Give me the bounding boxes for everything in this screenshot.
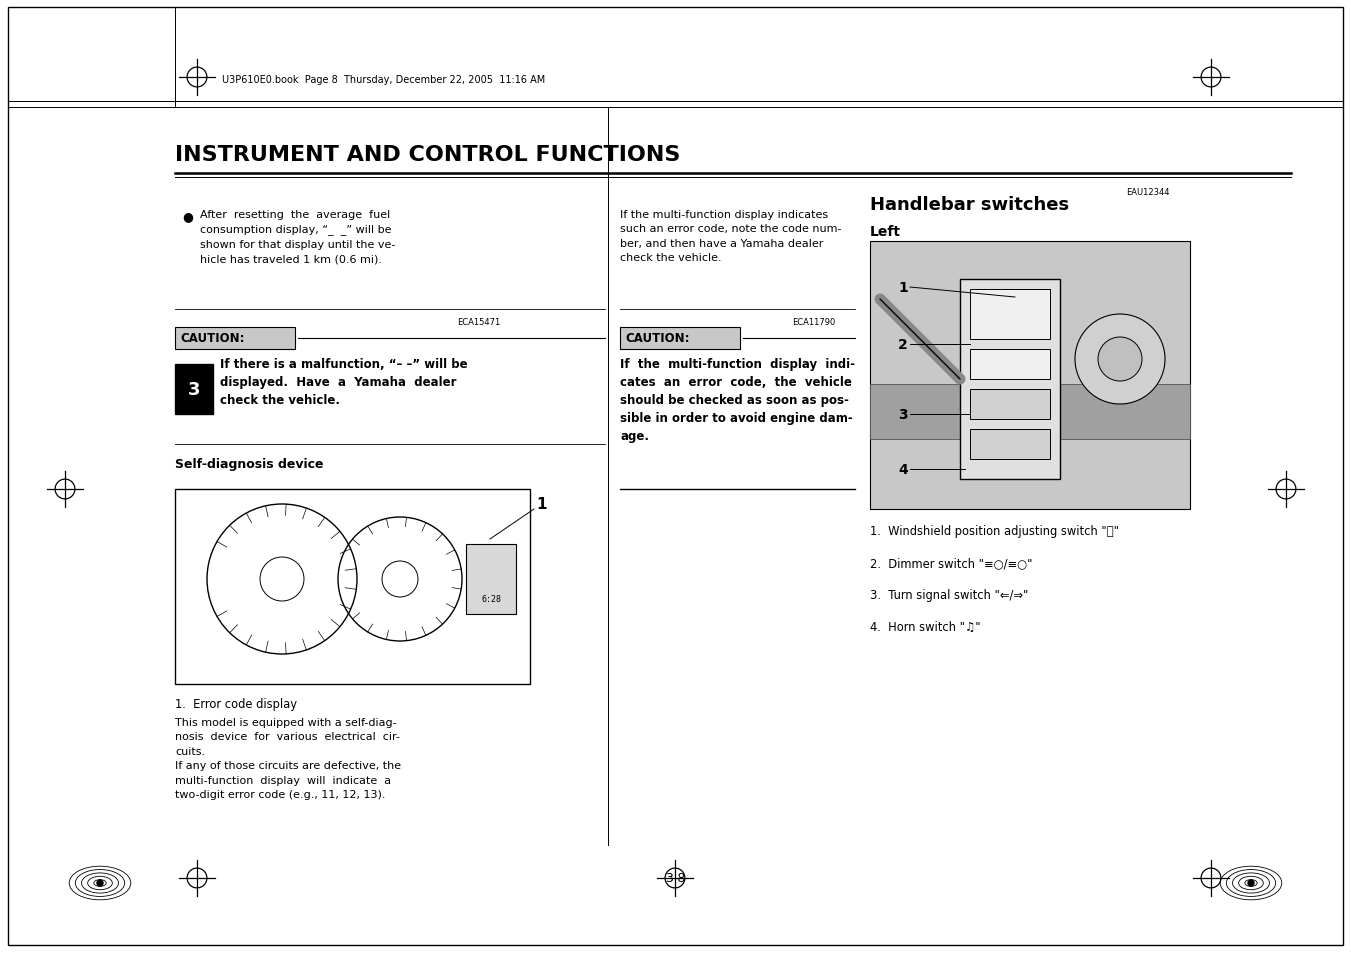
Text: If there is a malfunction, “– –” will be
displayed.  Have  a  Yamaha  dealer
che: If there is a malfunction, “– –” will be… (220, 357, 467, 407)
Text: 3: 3 (188, 380, 200, 398)
Bar (970, 430, 1050, 459)
Text: ECA15471: ECA15471 (457, 317, 500, 327)
Text: Handlebar switches: Handlebar switches (870, 195, 1069, 213)
Text: ECA11790: ECA11790 (792, 317, 835, 327)
Bar (870, 242, 1190, 510)
Text: Left: Left (870, 225, 901, 239)
Bar (970, 290, 1050, 339)
Bar (176, 365, 213, 415)
Text: 1: 1 (536, 497, 547, 512)
Bar (176, 328, 295, 350)
Text: After  resetting  the  average  fuel
consumption display, “_  _” will be
shown f: After resetting the average fuel consump… (200, 210, 396, 264)
Bar (970, 390, 1050, 419)
Circle shape (1098, 337, 1142, 381)
Bar (466, 544, 516, 615)
Bar (176, 490, 530, 684)
Text: If the multi-function display indicates
such an error code, note the code num-
b: If the multi-function display indicates … (620, 210, 842, 263)
Text: CAUTION:: CAUTION: (626, 333, 689, 345)
Bar (970, 350, 1050, 379)
Text: 3.  Turn signal switch "⇐/⇒": 3. Turn signal switch "⇐/⇒" (870, 588, 1028, 601)
Bar (870, 385, 1190, 439)
Text: 1.  Error code display: 1. Error code display (176, 698, 297, 710)
Circle shape (97, 880, 103, 886)
Circle shape (1248, 880, 1254, 886)
Text: U3P610E0.book  Page 8  Thursday, December 22, 2005  11:16 AM: U3P610E0.book Page 8 Thursday, December … (222, 75, 546, 85)
Text: If  the  multi-function  display  indi-
cates  an  error  code,  the  vehicle
sh: If the multi-function display indi- cate… (620, 357, 855, 442)
Text: ●: ● (182, 210, 193, 223)
Text: CAUTION:: CAUTION: (180, 333, 245, 345)
Text: Self-diagnosis device: Self-diagnosis device (176, 457, 323, 471)
Text: 2.  Dimmer switch "≡○/≡○": 2. Dimmer switch "≡○/≡○" (870, 557, 1032, 569)
Text: INSTRUMENT AND CONTROL FUNCTIONS: INSTRUMENT AND CONTROL FUNCTIONS (176, 145, 681, 165)
Bar (620, 328, 740, 350)
Text: 3-8: 3-8 (665, 872, 686, 884)
Text: 3: 3 (898, 408, 908, 421)
Text: This model is equipped with a self-diag-
nosis  device  for  various  electrical: This model is equipped with a self-diag-… (176, 718, 401, 800)
Circle shape (1075, 314, 1165, 405)
Text: 4.  Horn switch "♫": 4. Horn switch "♫" (870, 620, 981, 634)
Bar (961, 280, 1061, 479)
Text: 2: 2 (898, 337, 908, 352)
Text: 6:28: 6:28 (481, 595, 501, 604)
Text: 4: 4 (898, 462, 908, 476)
Text: EAU12344: EAU12344 (1127, 188, 1170, 196)
Text: 1: 1 (898, 281, 908, 294)
Text: 1.  Windshield position adjusting switch "⦿": 1. Windshield position adjusting switch … (870, 524, 1119, 537)
